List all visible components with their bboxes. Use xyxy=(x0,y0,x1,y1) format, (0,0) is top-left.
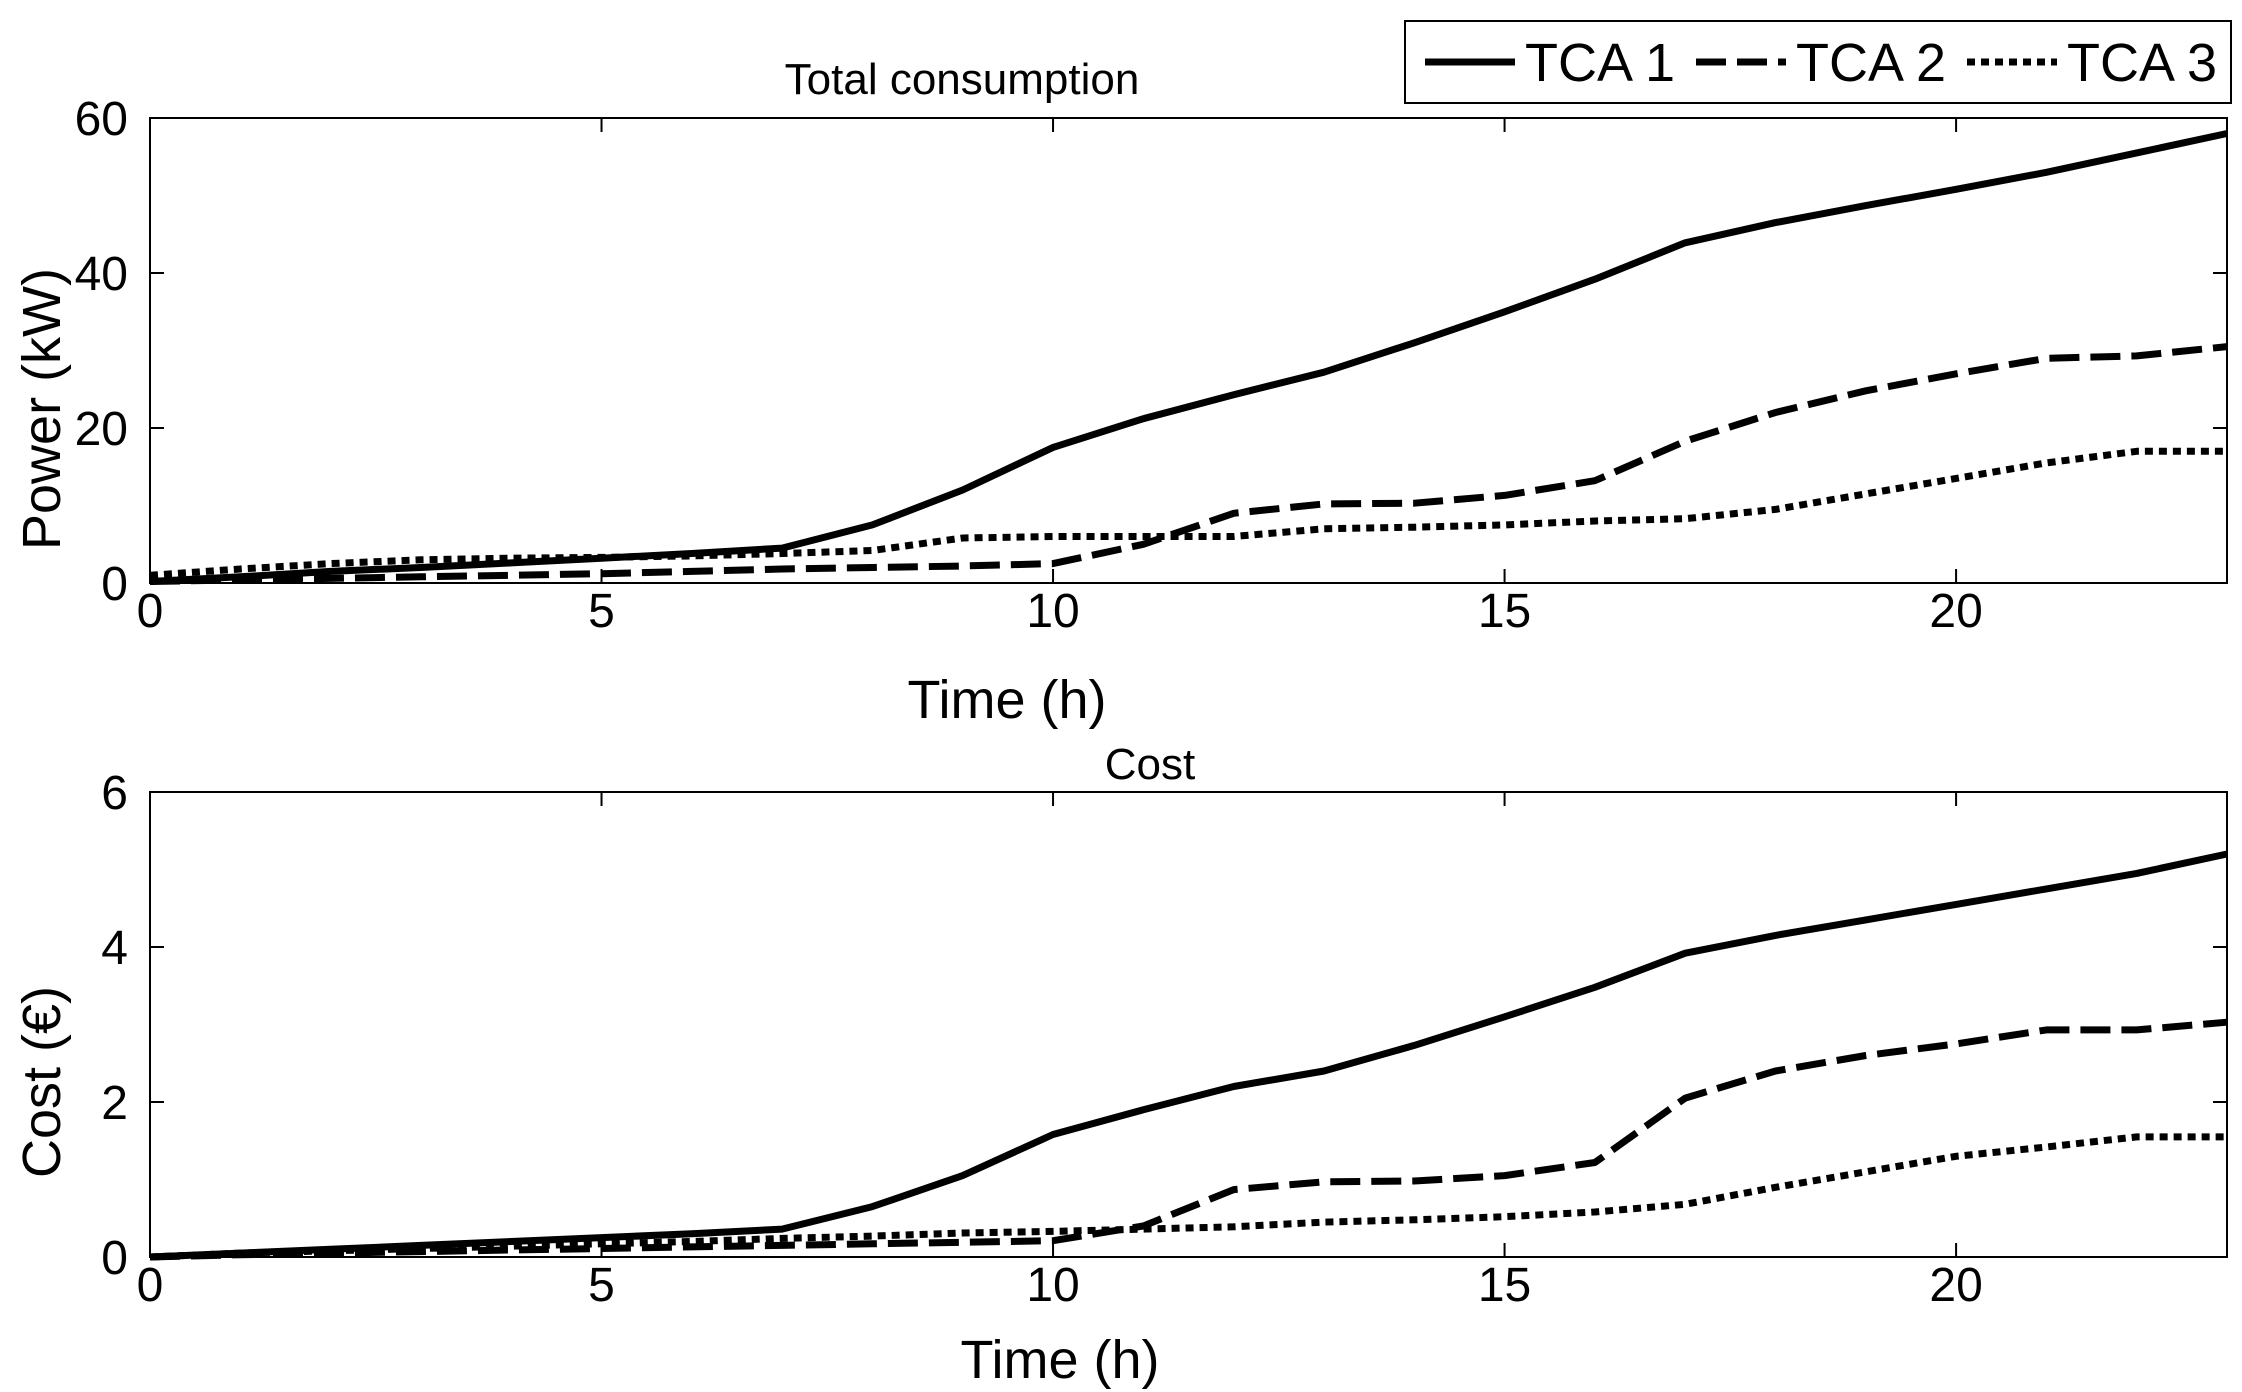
cost-ticks: 0 5 10 15 20 0 2 4 6 xyxy=(101,767,2227,1312)
power-x-tick-label: 15 xyxy=(1478,585,1531,638)
legend-label-tca-3: TCA 3 xyxy=(2067,33,2217,93)
cost-y-tick-label: 4 xyxy=(101,922,128,975)
legend-box xyxy=(1404,20,2232,104)
cost-chart-title: Cost xyxy=(1105,740,1195,789)
cost-series-line-tca-2 xyxy=(149,1018,2228,1261)
legend-label-tca-1: TCA 1 xyxy=(1525,33,1675,93)
power-series-line-tca-2 xyxy=(149,343,2228,585)
power-y-tick-label: 0 xyxy=(101,558,128,611)
cost-x-tick-label: 5 xyxy=(588,1259,615,1312)
legend: TCA 1 TCA 2 TCA 3 xyxy=(1404,20,2232,104)
legend-label-tca-2: TCA 2 xyxy=(1796,33,1946,93)
cost-series-line-tca-3 xyxy=(149,1133,2227,1261)
power-x-tick-label: 5 xyxy=(588,585,615,638)
power-series xyxy=(149,130,2228,585)
cost-x-tick-label: 20 xyxy=(1929,1259,1982,1312)
power-y-tick-label: 20 xyxy=(75,403,128,456)
cost-x-tick-label: 10 xyxy=(1026,1259,1079,1312)
power-series-line-tca-1 xyxy=(149,130,2228,585)
power-y-tick-label: 60 xyxy=(75,93,128,146)
power-x-axis-label: Time (h) xyxy=(908,670,1107,730)
power-panel: Total consumption Time (h) Power (kW) 0 5… xyxy=(12,55,2228,730)
power-ticks: 0 5 10 15 20 0 20 40 60 xyxy=(75,93,2227,638)
cost-x-tick-label: 15 xyxy=(1478,1259,1531,1312)
cost-series xyxy=(149,850,2228,1261)
power-x-tick-label: 20 xyxy=(1929,585,1982,638)
cost-series-line-tca-1 xyxy=(149,850,2228,1261)
cost-y-tick-label: 0 xyxy=(101,1232,128,1285)
cost-y-tick-label: 6 xyxy=(101,767,128,820)
power-chart-title: Total consumption xyxy=(785,55,1140,104)
power-y-tick-label: 40 xyxy=(75,248,128,301)
power-plot-frame xyxy=(149,117,2228,584)
cost-x-axis-label: Time (h) xyxy=(961,1330,1160,1390)
power-series-line-tca-3 xyxy=(149,447,2227,579)
power-y-axis-label: Power (kW) xyxy=(12,268,72,550)
power-x-tick-label: 10 xyxy=(1026,585,1079,638)
cost-x-tick-label: 0 xyxy=(137,1259,164,1312)
cost-panel: Cost Time (h) Cost (€) 0 5 10 15 20 0 2 4 6 xyxy=(12,740,2228,1390)
cost-y-tick-label: 2 xyxy=(101,1077,128,1130)
cost-y-axis-label: Cost (€) xyxy=(12,986,72,1178)
cost-plot-frame xyxy=(149,791,2228,1258)
power-x-tick-label: 0 xyxy=(137,585,164,638)
